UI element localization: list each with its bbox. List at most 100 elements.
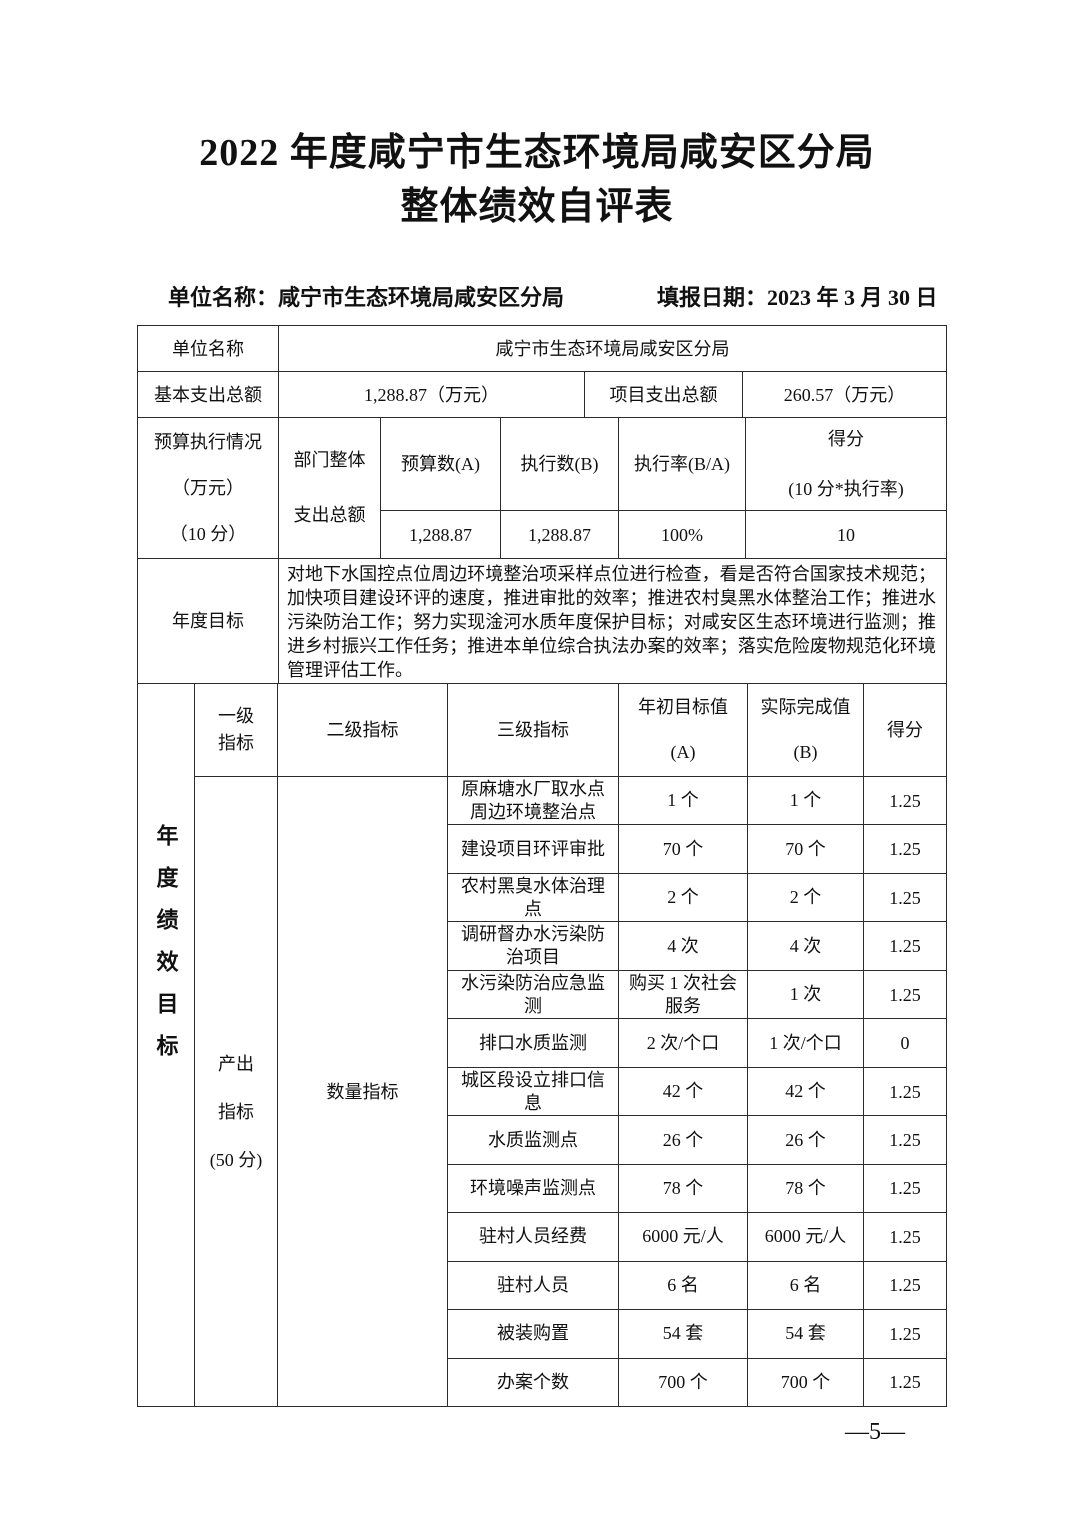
indicator-actual-cell: 54 套 [748, 1310, 864, 1358]
indicator-row: 被装购置 54 套 54 套 1.25 [448, 1310, 946, 1359]
indicator-actual-cell: 6 名 [748, 1261, 864, 1310]
target-header-line1: 年初目标值 [638, 697, 728, 717]
indicator-actual-cell: 2 个 [748, 873, 864, 922]
page-number: —5— [845, 1419, 905, 1445]
level1-header-line1: 一级 [218, 706, 254, 726]
annual-goal-row: 年度目标 对地下水国控点位周边环境整治项采样点位进行检查，看是否符合国家技术规范… [138, 559, 946, 684]
indicator-name-cell: 办案个数 [448, 1358, 619, 1407]
project-expense-label-cell: 项目支出总额 [585, 372, 743, 417]
indicator-name-cell: 被装购置 [448, 1310, 619, 1358]
indicator-row: 水质监测点 26 个 26 个 1.25 [448, 1116, 946, 1165]
indicator-actual-cell: 26 个 [748, 1116, 864, 1164]
indicators-data-area: 产出 指标 (50 分) 数量指标 原麻塘水厂取水点周边环境整治点 1 个 1 … [195, 777, 946, 1407]
indicator-row: 驻村人员 6 名 6 名 1.25 [448, 1261, 946, 1311]
execution-number-header-cell: 执行数(B) [501, 418, 619, 510]
actual-header-line2: (B) [793, 742, 818, 762]
indicator-target-cell: 2 次/个口 [619, 1019, 748, 1067]
indicator-actual-cell: 42 个 [748, 1067, 864, 1116]
caption-line: 单位名称：咸宁市生态环境局咸安区分局 填报日期：2023 年 3 月 30 日 [0, 280, 1074, 310]
indicator-target-cell: 26 个 [619, 1116, 748, 1164]
indicator-row: 水污染防治应急监测 购买 1 次社会服务 1 次 1.25 [448, 970, 946, 1020]
indicators-section: 年度绩效目标 一级 指标 二级指标 三级指标 年初目标值 (A) 实际完成值 [138, 684, 946, 1407]
indicator-target-cell: 购买 1 次社会服务 [619, 970, 748, 1019]
level1-header-line2: 指标 [218, 733, 254, 753]
annual-goal-text-cell: 对地下水国控点位周边环境整治项采样点位进行检查，看是否符合国家技术规范；加快项目… [287, 564, 936, 680]
indicator-target-cell: 6 名 [619, 1261, 748, 1310]
indicator-score-cell: 1.25 [889, 887, 921, 908]
indicator-actual-cell: 78 个 [748, 1164, 864, 1213]
unit-name-label-cell: 单位名称 [138, 326, 279, 371]
indicator-target-cell: 2 个 [619, 873, 748, 922]
indicator-row: 调研督办水污染防治项目 4 次 4 次 1.25 [448, 922, 946, 971]
report-date-caption: 填报日期：2023 年 3 月 30 日 [657, 285, 938, 310]
annual-goal-label-cell: 年度目标 [138, 559, 279, 683]
title-line-2: 整体绩效自评表 [400, 186, 674, 228]
budget-score-value-cell: 10 [837, 524, 855, 545]
indicator-row: 环境噪声监测点 78 个 78 个 1.25 [448, 1164, 946, 1214]
indicator-score-cell: 1.25 [889, 1226, 921, 1247]
department-total-cell: 部门整体 支出总额 [279, 418, 381, 558]
indicator-name-cell: 环境噪声监测点 [448, 1164, 619, 1213]
indicator-score-cell: 1.25 [889, 1178, 921, 1199]
indicator-target-cell: 1 个 [619, 777, 748, 825]
level2-value-cell: 数量指标 [278, 777, 448, 1406]
indicator-score-cell: 1.25 [889, 936, 921, 957]
indicator-target-cell: 4 次 [619, 922, 748, 970]
indicator-score-cell: 1.25 [889, 839, 921, 860]
indicator-score-cell: 1.25 [889, 1275, 921, 1296]
indicator-actual-cell: 6000 元/人 [748, 1213, 864, 1261]
indicator-name-cell: 排口水质监测 [448, 1019, 619, 1067]
indicator-name-cell: 水污染防治应急监测 [448, 970, 619, 1019]
indicator-row: 城区段设立排口信息 42 个 42 个 1.25 [448, 1067, 946, 1117]
indicator-name-cell: 驻村人员经费 [448, 1213, 619, 1261]
budget-header-row: 预算数(A) 执行数(B) 执行率(B/A) 得分 (10 分*执行率) [381, 418, 946, 511]
budget-value-row: 1,288.87 1,288.87 100% 10 [381, 511, 946, 558]
budget-label-line3: （10 分） [169, 524, 247, 544]
indicator-actual-cell: 700 个 [748, 1358, 864, 1407]
indicator-score-cell: 1.25 [889, 1372, 921, 1393]
self-evaluation-table: 单位名称 咸宁市生态环境局咸安区分局 基本支出总额 1,288.87（万元） 项… [137, 325, 947, 1407]
indicators-header-row: 一级 指标 二级指标 三级指标 年初目标值 (A) 实际完成值 (B) 得分 [195, 684, 946, 777]
indicator-target-cell: 42 个 [619, 1067, 748, 1116]
budget-grid: 预算数(A) 执行数(B) 执行率(B/A) 得分 (10 分*执行率) 1,2… [381, 418, 946, 558]
basic-expense-label-cell: 基本支出总额 [138, 372, 279, 417]
budget-execution-label-cell: 预算执行情况 （万元） （10 分） [138, 418, 279, 558]
project-expense-value-cell: 260.57（万元） [783, 384, 906, 405]
target-header-line2: (A) [670, 742, 696, 762]
unit-name-caption: 单位名称：咸宁市生态环境局咸安区分局 [168, 285, 565, 310]
level1-header-cell: 一级 指标 [195, 684, 278, 776]
unit-name-row: 单位名称 咸宁市生态环境局咸安区分局 [138, 326, 946, 372]
indicators-grid: 一级 指标 二级指标 三级指标 年初目标值 (A) 实际完成值 (B) 得分 [195, 684, 946, 1407]
document-title: 2022 年度咸宁市生态环境局咸安区分局 整体绩效自评表 [0, 126, 1074, 234]
indicator-score-cell: 1.25 [889, 1130, 921, 1151]
dept-line2: 支出总额 [293, 505, 366, 525]
indicator-actual-cell: 1 个 [748, 777, 864, 825]
execution-rate-header-cell: 执行率(B/A) [619, 418, 746, 510]
indicator-actual-cell: 1 次 [748, 970, 864, 1019]
title-line-1: 2022 年度咸宁市生态环境局咸安区分局 [199, 132, 875, 174]
indicator-target-cell: 6000 元/人 [619, 1213, 748, 1261]
unit-name-value-cell: 咸宁市生态环境局咸安区分局 [495, 338, 730, 359]
budget-label-line1: 预算执行情况 [154, 432, 262, 452]
level1-value-line3: (50 分) [209, 1149, 263, 1170]
level1-value-line1: 产出 [218, 1053, 254, 1074]
indicator-row: 农村黑臭水体治理点 2 个 2 个 1.25 [448, 873, 946, 923]
score-header-line2: (10 分*执行率) [788, 479, 904, 499]
score-header-cell: 得分 [887, 720, 923, 740]
indicator-score-cell: 1.25 [889, 790, 921, 811]
budget-score-header-cell: 得分 (10 分*执行率) [746, 418, 946, 510]
level1-value-line2: 指标 [218, 1101, 254, 1122]
indicator-name-cell: 驻村人员 [448, 1261, 619, 1310]
level3-header-cell: 三级指标 [448, 684, 619, 776]
indicator-name-cell: 建设项目环评审批 [448, 825, 619, 873]
indicator-name-cell: 农村黑臭水体治理点 [448, 873, 619, 922]
indicator-target-cell: 70 个 [619, 825, 748, 873]
indicator-name-cell: 城区段设立排口信息 [448, 1067, 619, 1116]
indicator-row: 排口水质监测 2 次/个口 1 次/个口 0 [448, 1019, 946, 1068]
budget-label-line2: （万元） [172, 478, 244, 498]
target-header-cell: 年初目标值 (A) [619, 684, 748, 776]
actual-header-line1: 实际完成值 [760, 697, 851, 717]
budget-execution-section: 预算执行情况 （万元） （10 分） 部门整体 支出总额 预算数(A) 执行数(… [138, 418, 946, 559]
expense-row: 基本支出总额 1,288.87（万元） 项目支出总额 260.57（万元） [138, 372, 946, 418]
